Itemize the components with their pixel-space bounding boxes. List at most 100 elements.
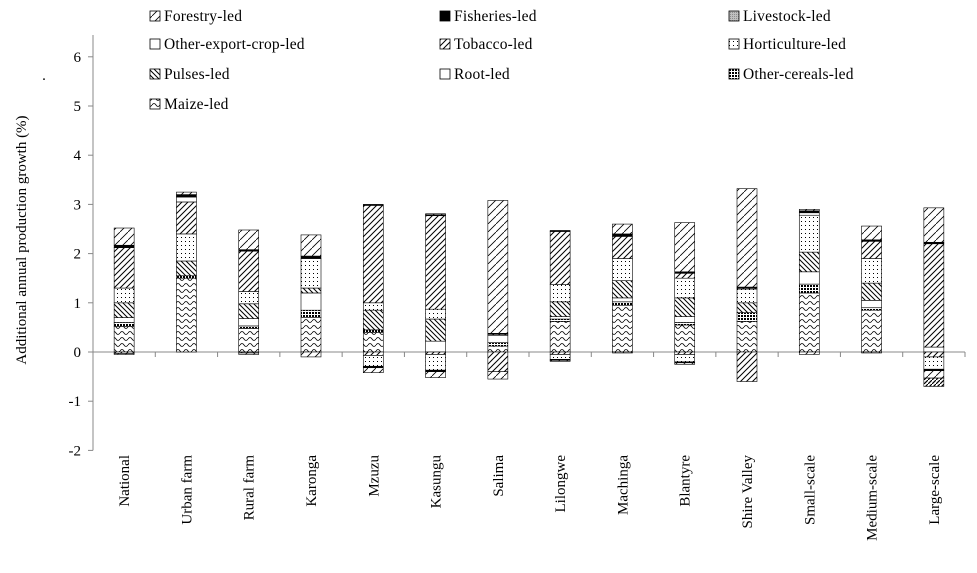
bar-segment-fisheries-led bbox=[176, 194, 197, 198]
bar-segment-tobacco-led bbox=[612, 236, 633, 259]
legend-item-pulses-led: Pulses-led bbox=[149, 66, 230, 83]
legend-label: Livestock-led bbox=[743, 8, 831, 25]
bar-segment-root-led bbox=[425, 340, 446, 353]
bar-segment-negative-forestry-led bbox=[612, 351, 633, 354]
bar-segment-forestry-led bbox=[238, 229, 260, 250]
bar-segment-other-cereals-led bbox=[487, 342, 509, 347]
bar-segment-maize-led bbox=[736, 321, 758, 353]
bar-segment-negative-forestry-led bbox=[923, 370, 945, 379]
bar-segment-maize-led bbox=[612, 304, 633, 353]
bar-segment-negative-tobacco-led bbox=[362, 351, 384, 356]
bar-segment-tobacco-led bbox=[923, 243, 945, 348]
bar-segment-other-cereals-led bbox=[362, 329, 384, 333]
bar-segment-negative-forestry-led bbox=[861, 351, 882, 354]
bar-segment-root-led bbox=[113, 317, 135, 323]
x-tick-label: Mzuzu bbox=[366, 455, 382, 497]
bar-segment-pulses-led bbox=[176, 260, 197, 277]
legend: Forestry-led Fisheries-led Livestock-led Ot… bbox=[149, 8, 854, 113]
bar-segment-fisheries-led bbox=[362, 204, 384, 206]
bar-segment-maize-led bbox=[300, 317, 322, 353]
bar-segment-pulses-led bbox=[238, 303, 260, 319]
bar-segment-negative-tobacco-led bbox=[425, 351, 446, 355]
bar-segment-root-led bbox=[861, 300, 882, 309]
y-tick-label: 3 bbox=[74, 197, 82, 213]
bar-segment-maize-led bbox=[674, 324, 696, 353]
bar-segment-negative-tobacco-led bbox=[549, 351, 571, 355]
bar-segment-negative-forestry-led bbox=[798, 351, 820, 355]
legend-swatch bbox=[439, 10, 451, 22]
bar-segment-horticulture-led bbox=[861, 258, 882, 284]
legend-item-tobacco-led: Tobacco-led bbox=[439, 36, 533, 53]
bar-segment-negative-forestry-led bbox=[425, 371, 446, 378]
legend-item-maize-led: Maize-led bbox=[149, 96, 228, 113]
bar-segment-forestry-led bbox=[861, 225, 882, 241]
legend-item-livestock-led: Livestock-led bbox=[728, 8, 831, 25]
bar-segment-horticulture-led bbox=[176, 233, 197, 262]
legend-swatch bbox=[728, 38, 740, 50]
bar-segment-horticulture-led bbox=[674, 277, 696, 299]
y-tick-label: -2 bbox=[69, 443, 82, 459]
bar-segment-maize-led bbox=[549, 321, 571, 353]
legend-label: Other-export-crop-led bbox=[164, 36, 305, 53]
y-tick-label: 0 bbox=[74, 345, 82, 361]
bar-segment-tobacco-led bbox=[549, 231, 571, 285]
y-axis-label: Additional annual production growth (%) bbox=[14, 115, 30, 364]
bar-stack-kasungu bbox=[425, 213, 446, 378]
y-tick-label: 2 bbox=[74, 247, 82, 263]
bar-segment-tobacco-led bbox=[176, 201, 197, 235]
x-tick-label: National bbox=[117, 455, 133, 507]
legend-swatch bbox=[728, 68, 740, 80]
bar-segment-negative-horticulture-led bbox=[674, 354, 696, 363]
bar-stack-shire-valley bbox=[736, 188, 758, 382]
bar-segment-root-led bbox=[300, 292, 322, 311]
legend-item-fisheries-led: Fisheries-led bbox=[439, 8, 537, 25]
bar-segment-pulses-led bbox=[362, 309, 384, 331]
bar-stack-salima bbox=[487, 200, 509, 380]
x-tick-label: Large-scale bbox=[927, 455, 943, 525]
y-axis-label-dot: . bbox=[42, 68, 46, 84]
bar-segment-root-led bbox=[798, 271, 820, 285]
bar-segment-fisheries-led bbox=[113, 244, 135, 248]
legend-label: Tobacco-led bbox=[454, 36, 533, 53]
bar-segment-negative-forestry-led bbox=[487, 371, 509, 380]
bar-segment-pulses-led bbox=[861, 282, 882, 301]
bar-segment-fisheries-led bbox=[300, 255, 322, 259]
bar-segment-horticulture-led bbox=[612, 258, 633, 281]
bar-segment-horticulture-led bbox=[300, 258, 322, 289]
bar-segment-other-cereals-led bbox=[861, 307, 882, 311]
x-tick-label: Urban farm bbox=[179, 455, 195, 525]
legend-item-forestry-led: Forestry-led bbox=[149, 8, 242, 25]
bar-segment-horticulture-led bbox=[113, 287, 135, 304]
bar-segment-tobacco-led bbox=[238, 250, 260, 292]
legend-label: Pulses-led bbox=[164, 66, 230, 83]
bar-segment-root-led bbox=[674, 316, 696, 323]
axes: -2 -1 0 1 2 3 4 5 6 bbox=[69, 35, 966, 459]
legend-swatch bbox=[728, 10, 740, 22]
bar-segment-forestry-led bbox=[736, 188, 758, 288]
y-tick-label: 5 bbox=[74, 99, 82, 115]
legend-item-horticulture-led: Horticulture-led bbox=[728, 36, 846, 53]
bar-segment-other-cereals-led bbox=[798, 283, 820, 294]
bar-segment-forestry-led bbox=[674, 222, 696, 273]
bar-stack-urban-farm bbox=[176, 191, 197, 353]
x-tick-label: Shire Valley bbox=[740, 455, 756, 529]
bar-segment-maize-led bbox=[362, 332, 384, 353]
bar-segment-negative-forestry-led bbox=[238, 352, 260, 355]
bar-segment-other-cereals-led bbox=[300, 309, 322, 318]
bar-segment-other-cereals-led bbox=[176, 275, 197, 279]
bar-segment-other-export-crop-led bbox=[176, 196, 197, 203]
bar-segment-negative-forestry-led bbox=[113, 353, 135, 355]
x-tick-label: Kasungu bbox=[429, 455, 445, 509]
x-tick-label: Karonga bbox=[304, 455, 320, 507]
bar-segment-other-cereals-led bbox=[674, 322, 696, 326]
legend-swatch bbox=[149, 68, 161, 80]
bar-segment-forestry-led bbox=[612, 223, 633, 235]
bar-segment-horticulture-led bbox=[736, 288, 758, 304]
bar-segment-horticulture-led bbox=[362, 302, 384, 311]
bar-segment-forestry-led bbox=[923, 207, 945, 243]
bar-segment-negative-tobacco-led bbox=[487, 351, 509, 372]
legend-item-root-led: Root-led bbox=[439, 66, 510, 83]
bar-segment-other-cereals-led bbox=[113, 322, 135, 327]
bar-stack-karonga bbox=[300, 234, 322, 358]
